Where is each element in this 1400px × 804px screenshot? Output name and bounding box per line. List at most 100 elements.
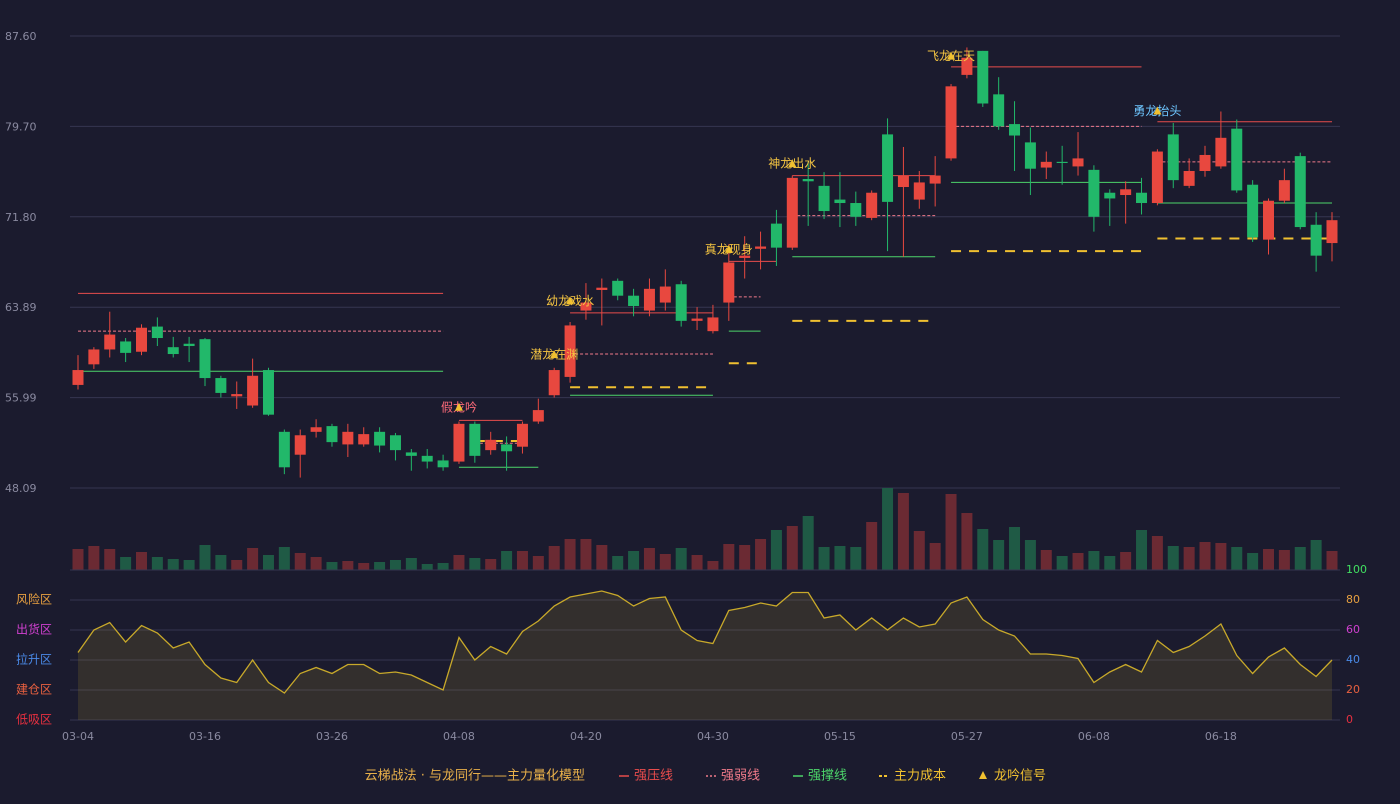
volume-bar bbox=[913, 531, 925, 570]
candle-body bbox=[548, 370, 560, 396]
volume-bar bbox=[818, 547, 830, 570]
volume-bar bbox=[1088, 551, 1100, 570]
x-tick-label: 03-26 bbox=[316, 730, 348, 743]
candle-body bbox=[977, 50, 989, 104]
indicator-line bbox=[77, 590, 1333, 694]
candle-body bbox=[1310, 224, 1322, 256]
candle-body bbox=[405, 452, 417, 456]
y-tick-label: 71.80 bbox=[5, 211, 37, 224]
volume-bar bbox=[532, 556, 544, 570]
volume-bar bbox=[802, 516, 814, 570]
candle-body bbox=[945, 86, 957, 159]
candle-body bbox=[453, 423, 465, 462]
volume-bar bbox=[374, 562, 386, 570]
signal-marker bbox=[566, 296, 575, 305]
volume-bar bbox=[469, 558, 481, 570]
volume-bar bbox=[120, 557, 132, 570]
volume-bar bbox=[231, 560, 243, 570]
candle-body bbox=[516, 423, 528, 447]
volume-bar bbox=[358, 563, 370, 570]
volume-bar bbox=[1136, 530, 1148, 570]
zone-label: 风险区 bbox=[16, 592, 52, 607]
candle-body bbox=[786, 177, 798, 248]
candle-body bbox=[310, 427, 322, 432]
signal-marker bbox=[788, 159, 797, 168]
volume-bar bbox=[866, 522, 878, 570]
volume-bar bbox=[1167, 546, 1179, 570]
candle-body bbox=[1231, 128, 1243, 191]
candle-body bbox=[262, 370, 274, 415]
x-tick-label: 04-08 bbox=[443, 730, 475, 743]
volume-bar bbox=[1247, 553, 1259, 570]
volume-bar bbox=[1056, 556, 1068, 570]
x-tick-label: 06-18 bbox=[1205, 730, 1237, 743]
candle-body bbox=[818, 185, 830, 212]
volume-bar bbox=[596, 545, 608, 570]
candle-body bbox=[1024, 142, 1036, 169]
y2-tick-label: 80 bbox=[1346, 593, 1360, 606]
candle-body bbox=[913, 182, 925, 200]
volume-bar bbox=[993, 540, 1005, 570]
x-tick-label: 03-16 bbox=[189, 730, 221, 743]
volume-bar bbox=[421, 564, 433, 570]
volume-bar bbox=[183, 560, 195, 570]
y-tick-label: 63.89 bbox=[5, 301, 37, 314]
volume-bar bbox=[612, 556, 624, 570]
y2-tick-label: 40 bbox=[1346, 653, 1360, 666]
volume-bar bbox=[247, 548, 259, 570]
candle-body bbox=[993, 94, 1005, 127]
candle-body bbox=[612, 280, 624, 296]
candle-body bbox=[485, 439, 497, 451]
signal-marker bbox=[454, 402, 463, 411]
candle-body bbox=[72, 370, 84, 385]
volume-bar bbox=[1326, 551, 1338, 570]
volume-bar bbox=[1120, 552, 1132, 570]
volume-bar bbox=[215, 555, 227, 570]
candle-body bbox=[1136, 192, 1148, 204]
candle-body bbox=[358, 434, 370, 445]
volume-bar bbox=[485, 559, 497, 570]
candle-body bbox=[1278, 180, 1290, 201]
candle-body bbox=[1294, 156, 1306, 228]
volume-bar bbox=[405, 558, 417, 570]
x-tick-label: 05-15 bbox=[824, 730, 856, 743]
y2-tick-label: 100 bbox=[1346, 563, 1367, 576]
volume-bar bbox=[104, 549, 116, 570]
volume-bar bbox=[1199, 542, 1211, 570]
signal-marker bbox=[550, 350, 559, 359]
signal-marker bbox=[1153, 106, 1162, 115]
volume-bar bbox=[1263, 549, 1275, 570]
volume-bar bbox=[929, 543, 941, 570]
volume-bar bbox=[167, 559, 179, 570]
candle-body bbox=[247, 375, 259, 406]
candle-body bbox=[580, 302, 592, 311]
candle-body bbox=[691, 318, 703, 321]
candle-body bbox=[882, 134, 894, 202]
volume-bar bbox=[310, 557, 322, 570]
zone-label: 低吸区 bbox=[16, 713, 52, 727]
y-tick-label: 48.09 bbox=[5, 482, 37, 495]
volume-bar bbox=[437, 563, 449, 570]
volume-bar bbox=[882, 488, 894, 570]
candle-body bbox=[628, 295, 640, 306]
x-tick-label: 04-30 bbox=[697, 730, 729, 743]
candle-body bbox=[389, 435, 401, 451]
y2-tick-label: 60 bbox=[1346, 623, 1360, 636]
candle-body bbox=[1215, 137, 1227, 167]
volume-bar bbox=[342, 561, 354, 570]
volume-bar bbox=[580, 539, 592, 570]
candle-body bbox=[437, 460, 449, 468]
volume-bar bbox=[691, 555, 703, 570]
volume-bar bbox=[786, 526, 798, 570]
x-tick-label: 04-20 bbox=[570, 730, 602, 743]
candle-body bbox=[770, 223, 782, 248]
candle-body bbox=[1247, 184, 1259, 238]
volume-bar bbox=[1072, 553, 1084, 570]
volume-bar bbox=[739, 545, 751, 570]
volume-bar bbox=[850, 547, 862, 570]
candle-body bbox=[120, 341, 132, 353]
candle-body bbox=[659, 286, 671, 303]
